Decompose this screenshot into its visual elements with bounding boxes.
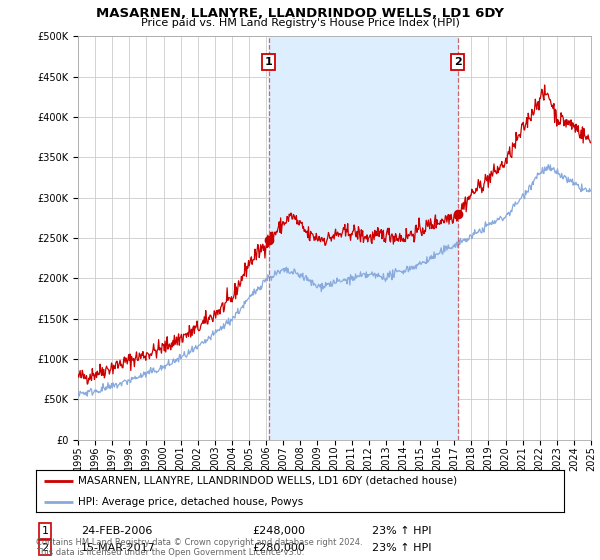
Text: 23% ↑ HPI: 23% ↑ HPI — [372, 526, 431, 536]
Text: 24-FEB-2006: 24-FEB-2006 — [81, 526, 152, 536]
Text: 2: 2 — [454, 57, 461, 67]
Text: HPI: Average price, detached house, Powys: HPI: Average price, detached house, Powy… — [78, 497, 304, 507]
Text: £248,000: £248,000 — [252, 526, 305, 536]
Text: MASARNEN, LLANYRE, LLANDRINDOD WELLS, LD1 6DY: MASARNEN, LLANYRE, LLANDRINDOD WELLS, LD… — [96, 7, 504, 20]
Text: Price paid vs. HM Land Registry's House Price Index (HPI): Price paid vs. HM Land Registry's House … — [140, 18, 460, 28]
Text: 1: 1 — [41, 526, 49, 536]
Bar — [269, 36, 458, 440]
Text: MASARNEN, LLANYRE, LLANDRINDOD WELLS, LD1 6DY (detached house): MASARNEN, LLANYRE, LLANDRINDOD WELLS, LD… — [78, 476, 457, 486]
Text: 1: 1 — [265, 57, 272, 67]
Text: £280,000: £280,000 — [252, 543, 305, 553]
Text: Contains HM Land Registry data © Crown copyright and database right 2024.
This d: Contains HM Land Registry data © Crown c… — [36, 538, 362, 557]
Text: 23% ↑ HPI: 23% ↑ HPI — [372, 543, 431, 553]
Text: 15-MAR-2017: 15-MAR-2017 — [81, 543, 156, 553]
Text: 2: 2 — [41, 543, 49, 553]
